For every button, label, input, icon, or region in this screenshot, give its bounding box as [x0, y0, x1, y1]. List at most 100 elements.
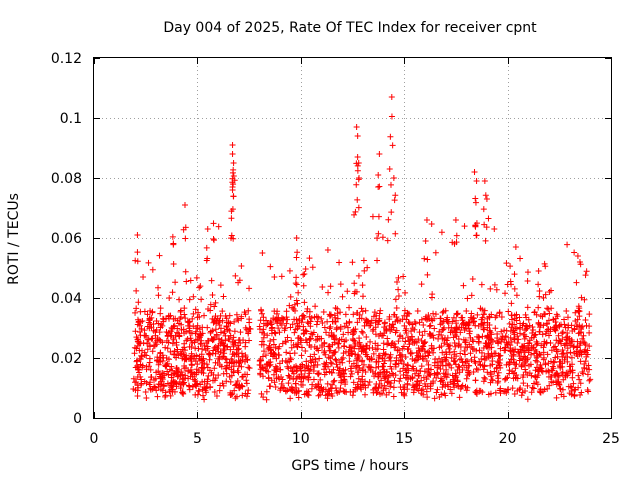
data-point — [275, 351, 282, 358]
data-point — [384, 368, 391, 375]
data-point — [228, 215, 235, 222]
data-point — [324, 395, 331, 402]
data-point — [468, 292, 475, 299]
data-point — [165, 371, 172, 378]
data-point — [207, 383, 214, 390]
data-point — [352, 208, 359, 215]
data-point — [358, 315, 365, 322]
data-point — [543, 340, 550, 347]
data-point — [545, 367, 552, 374]
data-point — [159, 315, 166, 322]
data-point — [351, 280, 358, 287]
data-point — [475, 322, 482, 329]
data-point — [191, 376, 198, 383]
data-point — [300, 330, 307, 337]
data-point — [379, 363, 386, 370]
data-point — [524, 278, 531, 285]
data-point — [367, 367, 374, 374]
data-point — [192, 306, 199, 313]
data-point — [166, 295, 173, 302]
data-point — [147, 374, 154, 381]
data-point — [144, 311, 151, 318]
data-point — [363, 334, 370, 341]
data-point — [538, 342, 545, 349]
data-point — [574, 338, 581, 345]
data-point — [174, 348, 181, 355]
data-point — [419, 332, 426, 339]
data-point — [580, 370, 587, 377]
data-point — [314, 370, 321, 377]
data-point — [167, 348, 174, 355]
data-point — [284, 316, 291, 323]
data-point — [501, 388, 508, 395]
data-point — [133, 287, 140, 294]
data-point — [546, 382, 553, 389]
data-point — [469, 337, 476, 344]
data-point-notable — [230, 160, 237, 166]
data-point — [191, 370, 198, 377]
data-point — [424, 256, 431, 263]
data-point — [455, 383, 462, 390]
data-point — [577, 380, 584, 387]
data-point — [180, 375, 187, 382]
data-point — [459, 366, 466, 373]
data-point — [412, 338, 419, 345]
data-point — [511, 390, 518, 397]
data-point — [218, 339, 225, 346]
data-point — [167, 312, 174, 319]
data-point — [191, 353, 198, 360]
data-point — [366, 363, 373, 370]
data-point — [579, 323, 586, 330]
data-point — [334, 389, 341, 396]
data-point — [429, 291, 436, 298]
data-point — [481, 374, 488, 381]
data-point — [485, 391, 492, 398]
data-point — [259, 364, 266, 371]
data-point-notable — [512, 244, 519, 250]
data-point — [153, 341, 160, 348]
data-point-notable — [355, 160, 362, 166]
data-point — [146, 342, 153, 349]
data-point-notable — [229, 142, 236, 148]
data-point — [219, 308, 226, 315]
data-point — [528, 372, 535, 379]
data-point — [193, 383, 200, 390]
data-point — [541, 386, 548, 393]
data-point — [473, 365, 480, 372]
data-point — [168, 363, 175, 370]
data-point — [488, 336, 495, 343]
data-point — [544, 385, 551, 392]
data-point — [243, 377, 250, 384]
data-point — [428, 316, 435, 323]
data-point — [228, 356, 235, 363]
data-point — [426, 323, 433, 330]
data-point — [290, 376, 297, 383]
data-point — [501, 347, 508, 354]
data-point — [227, 346, 234, 353]
data-point — [300, 312, 307, 319]
data-point — [142, 389, 149, 396]
data-point — [372, 370, 379, 377]
data-point — [182, 235, 189, 242]
data-point — [384, 341, 391, 348]
data-point — [544, 351, 551, 358]
data-point — [485, 215, 492, 222]
data-point — [463, 364, 470, 371]
data-point — [378, 383, 385, 390]
data-point — [530, 326, 537, 333]
data-point — [489, 357, 496, 364]
data-point — [164, 380, 171, 387]
data-point — [480, 206, 487, 213]
data-point — [295, 289, 302, 296]
data-point — [380, 340, 387, 347]
data-point — [572, 386, 579, 393]
data-point — [406, 310, 413, 317]
data-point — [353, 181, 360, 188]
data-point — [360, 361, 367, 368]
data-point — [257, 317, 264, 324]
data-point — [176, 320, 183, 327]
data-point — [511, 285, 518, 292]
data-point — [342, 311, 349, 318]
data-point — [187, 366, 194, 373]
data-point — [576, 322, 583, 329]
